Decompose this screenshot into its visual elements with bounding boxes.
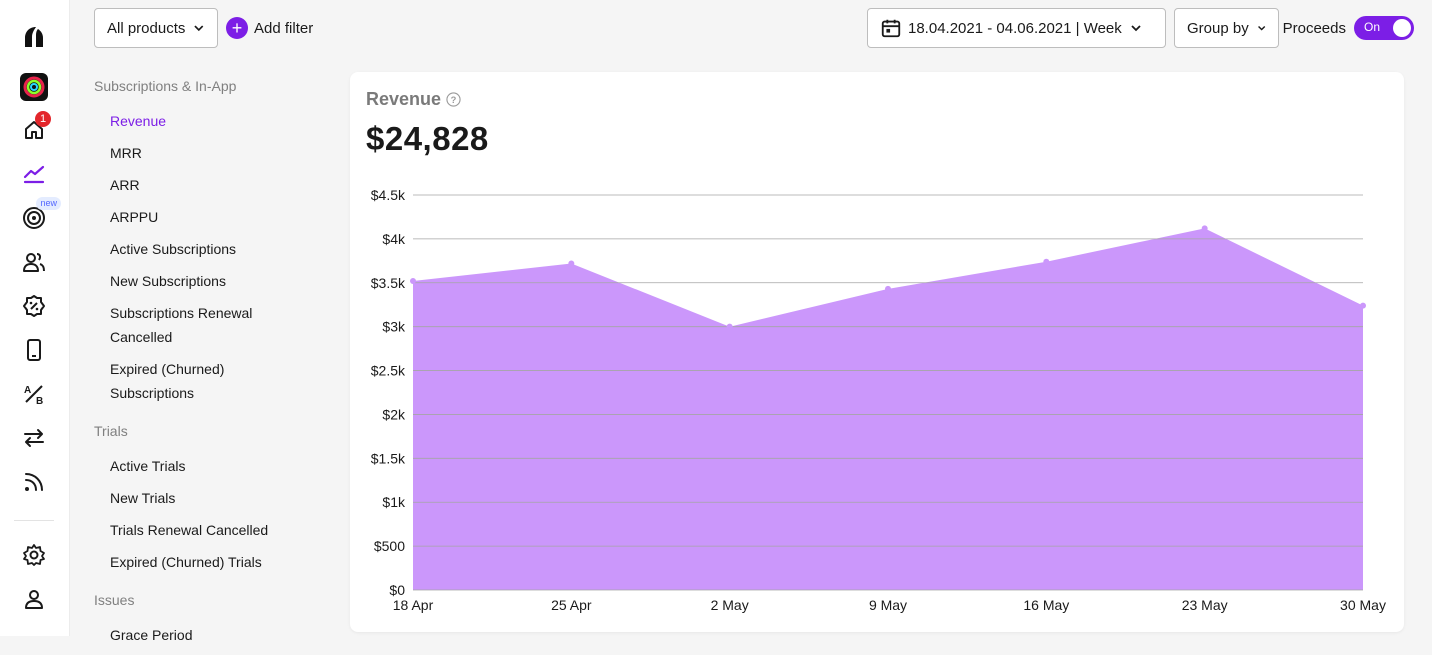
chevron-down-icon xyxy=(194,25,204,32)
products-dropdown-label: All products xyxy=(107,19,186,37)
svg-text:B: B xyxy=(36,396,43,406)
users-icon[interactable] xyxy=(17,245,51,279)
calendar-icon xyxy=(881,19,901,38)
nav-item-arppu[interactable]: ARPPU xyxy=(110,209,159,225)
card-title-text: Revenue xyxy=(366,89,442,109)
revenue-card: Revenue ? $24,828 $0 $500 $1k $1.5k $2k $2.5k… xyxy=(350,72,1404,632)
metrics-nav: Subscriptions & In-App Revenue MRR ARR A… xyxy=(94,74,324,655)
nav-item-active-subscriptions[interactable]: Active Subscriptions xyxy=(110,241,237,257)
x-tick-label: 18 Apr xyxy=(393,597,434,613)
y-tick-label: $2k xyxy=(382,406,406,422)
data-point[interactable] xyxy=(410,278,416,285)
feed-icon[interactable] xyxy=(17,465,51,499)
new-badge: new xyxy=(36,197,61,210)
y-tick-label: $1k xyxy=(382,494,406,510)
x-tick-label: 23 May xyxy=(1182,597,1228,613)
x-tick-label: 9 May xyxy=(869,597,907,613)
data-point[interactable] xyxy=(726,323,733,330)
add-filter-label: Add filter xyxy=(254,19,314,37)
proceeds-toggle[interactable]: On xyxy=(1354,16,1414,40)
add-filter-button[interactable]: + Add filter xyxy=(226,8,313,48)
data-point[interactable] xyxy=(885,285,891,292)
nav-item-revenue[interactable]: Revenue xyxy=(110,113,167,129)
proceeds-control: Proceeds On xyxy=(1283,8,1414,48)
data-point[interactable] xyxy=(1201,225,1208,232)
y-tick-label: $2.5k xyxy=(371,363,406,379)
y-tick-label: $3.5k xyxy=(371,275,406,291)
home-icon[interactable]: 1 xyxy=(17,111,51,147)
toggle-knob xyxy=(1393,19,1411,37)
x-tick-label: 16 May xyxy=(1023,597,1069,613)
notification-count-badge: 1 xyxy=(35,111,51,127)
data-point[interactable] xyxy=(568,260,575,267)
discount-icon[interactable] xyxy=(17,289,51,323)
y-tick-label: $0 xyxy=(389,582,405,598)
revenue-area-series xyxy=(413,228,1363,590)
nav-item-trials-renewal-cancelled[interactable]: Trials Renewal Cancelled xyxy=(110,522,269,538)
y-tick-label: $1.5k xyxy=(371,450,406,466)
transfer-icon[interactable] xyxy=(17,421,51,455)
nav-item-expired-subscriptions[interactable]: Expired (Churned) Subscriptions xyxy=(110,361,225,401)
y-tick-label: $3k xyxy=(382,319,406,335)
settings-gear-icon[interactable] xyxy=(17,538,51,572)
plus-circle-icon: + xyxy=(226,17,248,39)
account-icon[interactable] xyxy=(17,582,51,616)
revenue-area-chart: $0 $500 $1k $1.5k $2k $2.5k $3k $3.5k $4k $4.5k 18… xyxy=(371,187,1386,613)
chevron-down-icon xyxy=(1131,25,1141,32)
toolbar: All products + Add filter 18.04.2021 - 0… xyxy=(94,8,1414,48)
nav-section-subscriptions: Subscriptions & In-App xyxy=(94,78,237,94)
nav-item-expired-trials[interactable]: Expired (Churned) Trials xyxy=(110,554,262,570)
nav-item-grace-period[interactable]: Grace Period xyxy=(110,627,193,643)
nav-item-new-trials[interactable]: New Trials xyxy=(110,490,176,506)
help-icon[interactable]: ? xyxy=(446,92,461,107)
group-by-label: Group by xyxy=(1187,19,1249,37)
proceeds-label: Proceeds xyxy=(1282,19,1346,37)
nav-item-arr[interactable]: ARR xyxy=(110,177,140,193)
data-point[interactable] xyxy=(1360,302,1366,309)
card-title: Revenue ? xyxy=(366,89,461,110)
target-icon[interactable]: new xyxy=(17,197,61,235)
x-tick-label: 2 May xyxy=(711,597,749,613)
products-dropdown[interactable]: All products xyxy=(94,8,218,48)
rail-divider xyxy=(14,520,54,521)
date-range-dropdown[interactable]: 18.04.2021 - 04.06.2021 | Week xyxy=(867,8,1166,48)
y-tick-label: $4.5k xyxy=(371,187,406,203)
date-range-label: 18.04.2021 - 04.06.2021 | Week xyxy=(908,19,1122,37)
y-tick-label: $500 xyxy=(374,538,405,554)
nav-item-mrr[interactable]: MRR xyxy=(110,145,142,161)
data-point[interactable] xyxy=(1043,258,1050,265)
nav-item-subscriptions-renewal-cancelled[interactable]: Subscriptions Renewal Cancelled xyxy=(110,305,253,345)
group-by-dropdown[interactable]: Group by xyxy=(1174,8,1279,48)
toggle-state-label: On xyxy=(1364,20,1381,34)
svg-text:?: ? xyxy=(451,95,457,105)
svg-text:A: A xyxy=(24,385,31,396)
nav-item-active-trials[interactable]: Active Trials xyxy=(110,458,186,474)
revenue-total: $24,828 xyxy=(366,120,489,157)
nav-section-issues: Issues xyxy=(94,592,135,608)
x-tick-label: 25 Apr xyxy=(551,597,592,613)
x-tick-label: 30 May xyxy=(1340,597,1386,613)
chevron-down-icon xyxy=(1257,25,1265,31)
analytics-icon[interactable] xyxy=(17,157,51,191)
y-tick-label: $4k xyxy=(382,231,406,247)
app-logo-icon[interactable] xyxy=(17,20,51,54)
device-icon[interactable] xyxy=(17,333,51,367)
nav-section-trials: Trials xyxy=(94,423,128,439)
nav-item-new-subscriptions[interactable]: New Subscriptions xyxy=(110,273,226,289)
app-avatar-icon[interactable] xyxy=(17,70,51,104)
